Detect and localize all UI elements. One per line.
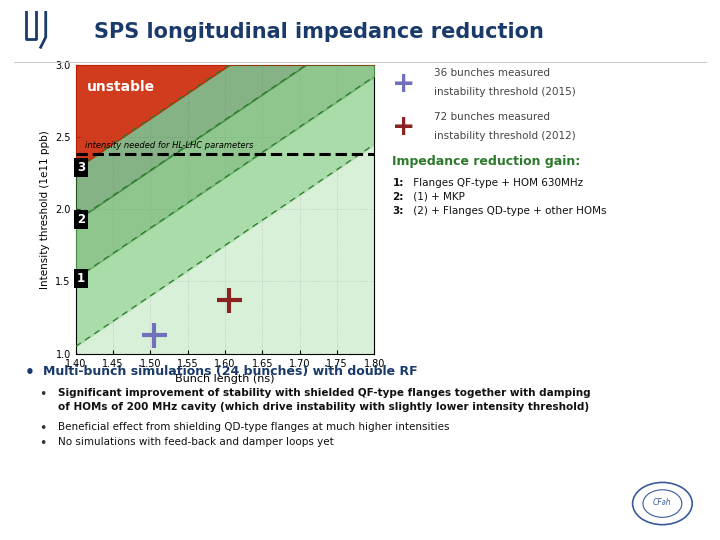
Text: 36 bunches measured: 36 bunches measured: [434, 68, 550, 78]
Text: (1) + MKP: (1) + MKP: [410, 192, 465, 202]
Text: unstable: unstable: [87, 80, 155, 94]
Text: Beneficial effect from shielding QD-type flanges at much higher intensities: Beneficial effect from shielding QD-type…: [58, 422, 449, 433]
Text: •: •: [25, 364, 35, 380]
Text: intensity needed for HL-LHC parameters: intensity needed for HL-LHC parameters: [85, 141, 253, 150]
Text: •: •: [40, 422, 47, 435]
Text: CF∂h: CF∂h: [653, 498, 672, 507]
Text: •: •: [40, 437, 47, 450]
Text: 1: 1: [77, 272, 85, 285]
Y-axis label: Intensity threshold (1e11 ppb): Intensity threshold (1e11 ppb): [40, 130, 50, 288]
Text: Significant improvement of stability with shielded QF-type flanges together with: Significant improvement of stability wit…: [58, 388, 590, 398]
Text: instability threshold (2015): instability threshold (2015): [434, 87, 576, 98]
Text: 72 bunches measured: 72 bunches measured: [434, 111, 550, 122]
Text: 2:: 2:: [392, 192, 404, 202]
Text: 2: 2: [77, 213, 85, 226]
Text: 3: 3: [77, 161, 85, 174]
Text: No simulations with feed-back and damper loops yet: No simulations with feed-back and damper…: [58, 437, 333, 448]
Text: +: +: [392, 113, 415, 141]
Text: (2) + Flanges QD-type + other HOMs: (2) + Flanges QD-type + other HOMs: [410, 206, 607, 216]
Text: Flanges QF-type + HOM 630MHz: Flanges QF-type + HOM 630MHz: [410, 178, 583, 188]
Text: Impedance reduction gain:: Impedance reduction gain:: [392, 154, 580, 168]
Text: of HOMs of 200 MHz cavity (which drive instability with slightly lower intensity: of HOMs of 200 MHz cavity (which drive i…: [58, 402, 589, 413]
Text: Multi-bunch simulations (24 bunches) with double RF: Multi-bunch simulations (24 bunches) wit…: [43, 364, 418, 377]
X-axis label: Bunch length (ns): Bunch length (ns): [175, 374, 275, 384]
Text: 1:: 1:: [392, 178, 404, 188]
Text: SPS longitudinal impedance reduction: SPS longitudinal impedance reduction: [94, 22, 544, 42]
Text: +: +: [392, 70, 415, 98]
Text: 3:: 3:: [392, 206, 404, 216]
Text: •: •: [40, 388, 47, 401]
Text: instability threshold (2012): instability threshold (2012): [434, 131, 576, 141]
